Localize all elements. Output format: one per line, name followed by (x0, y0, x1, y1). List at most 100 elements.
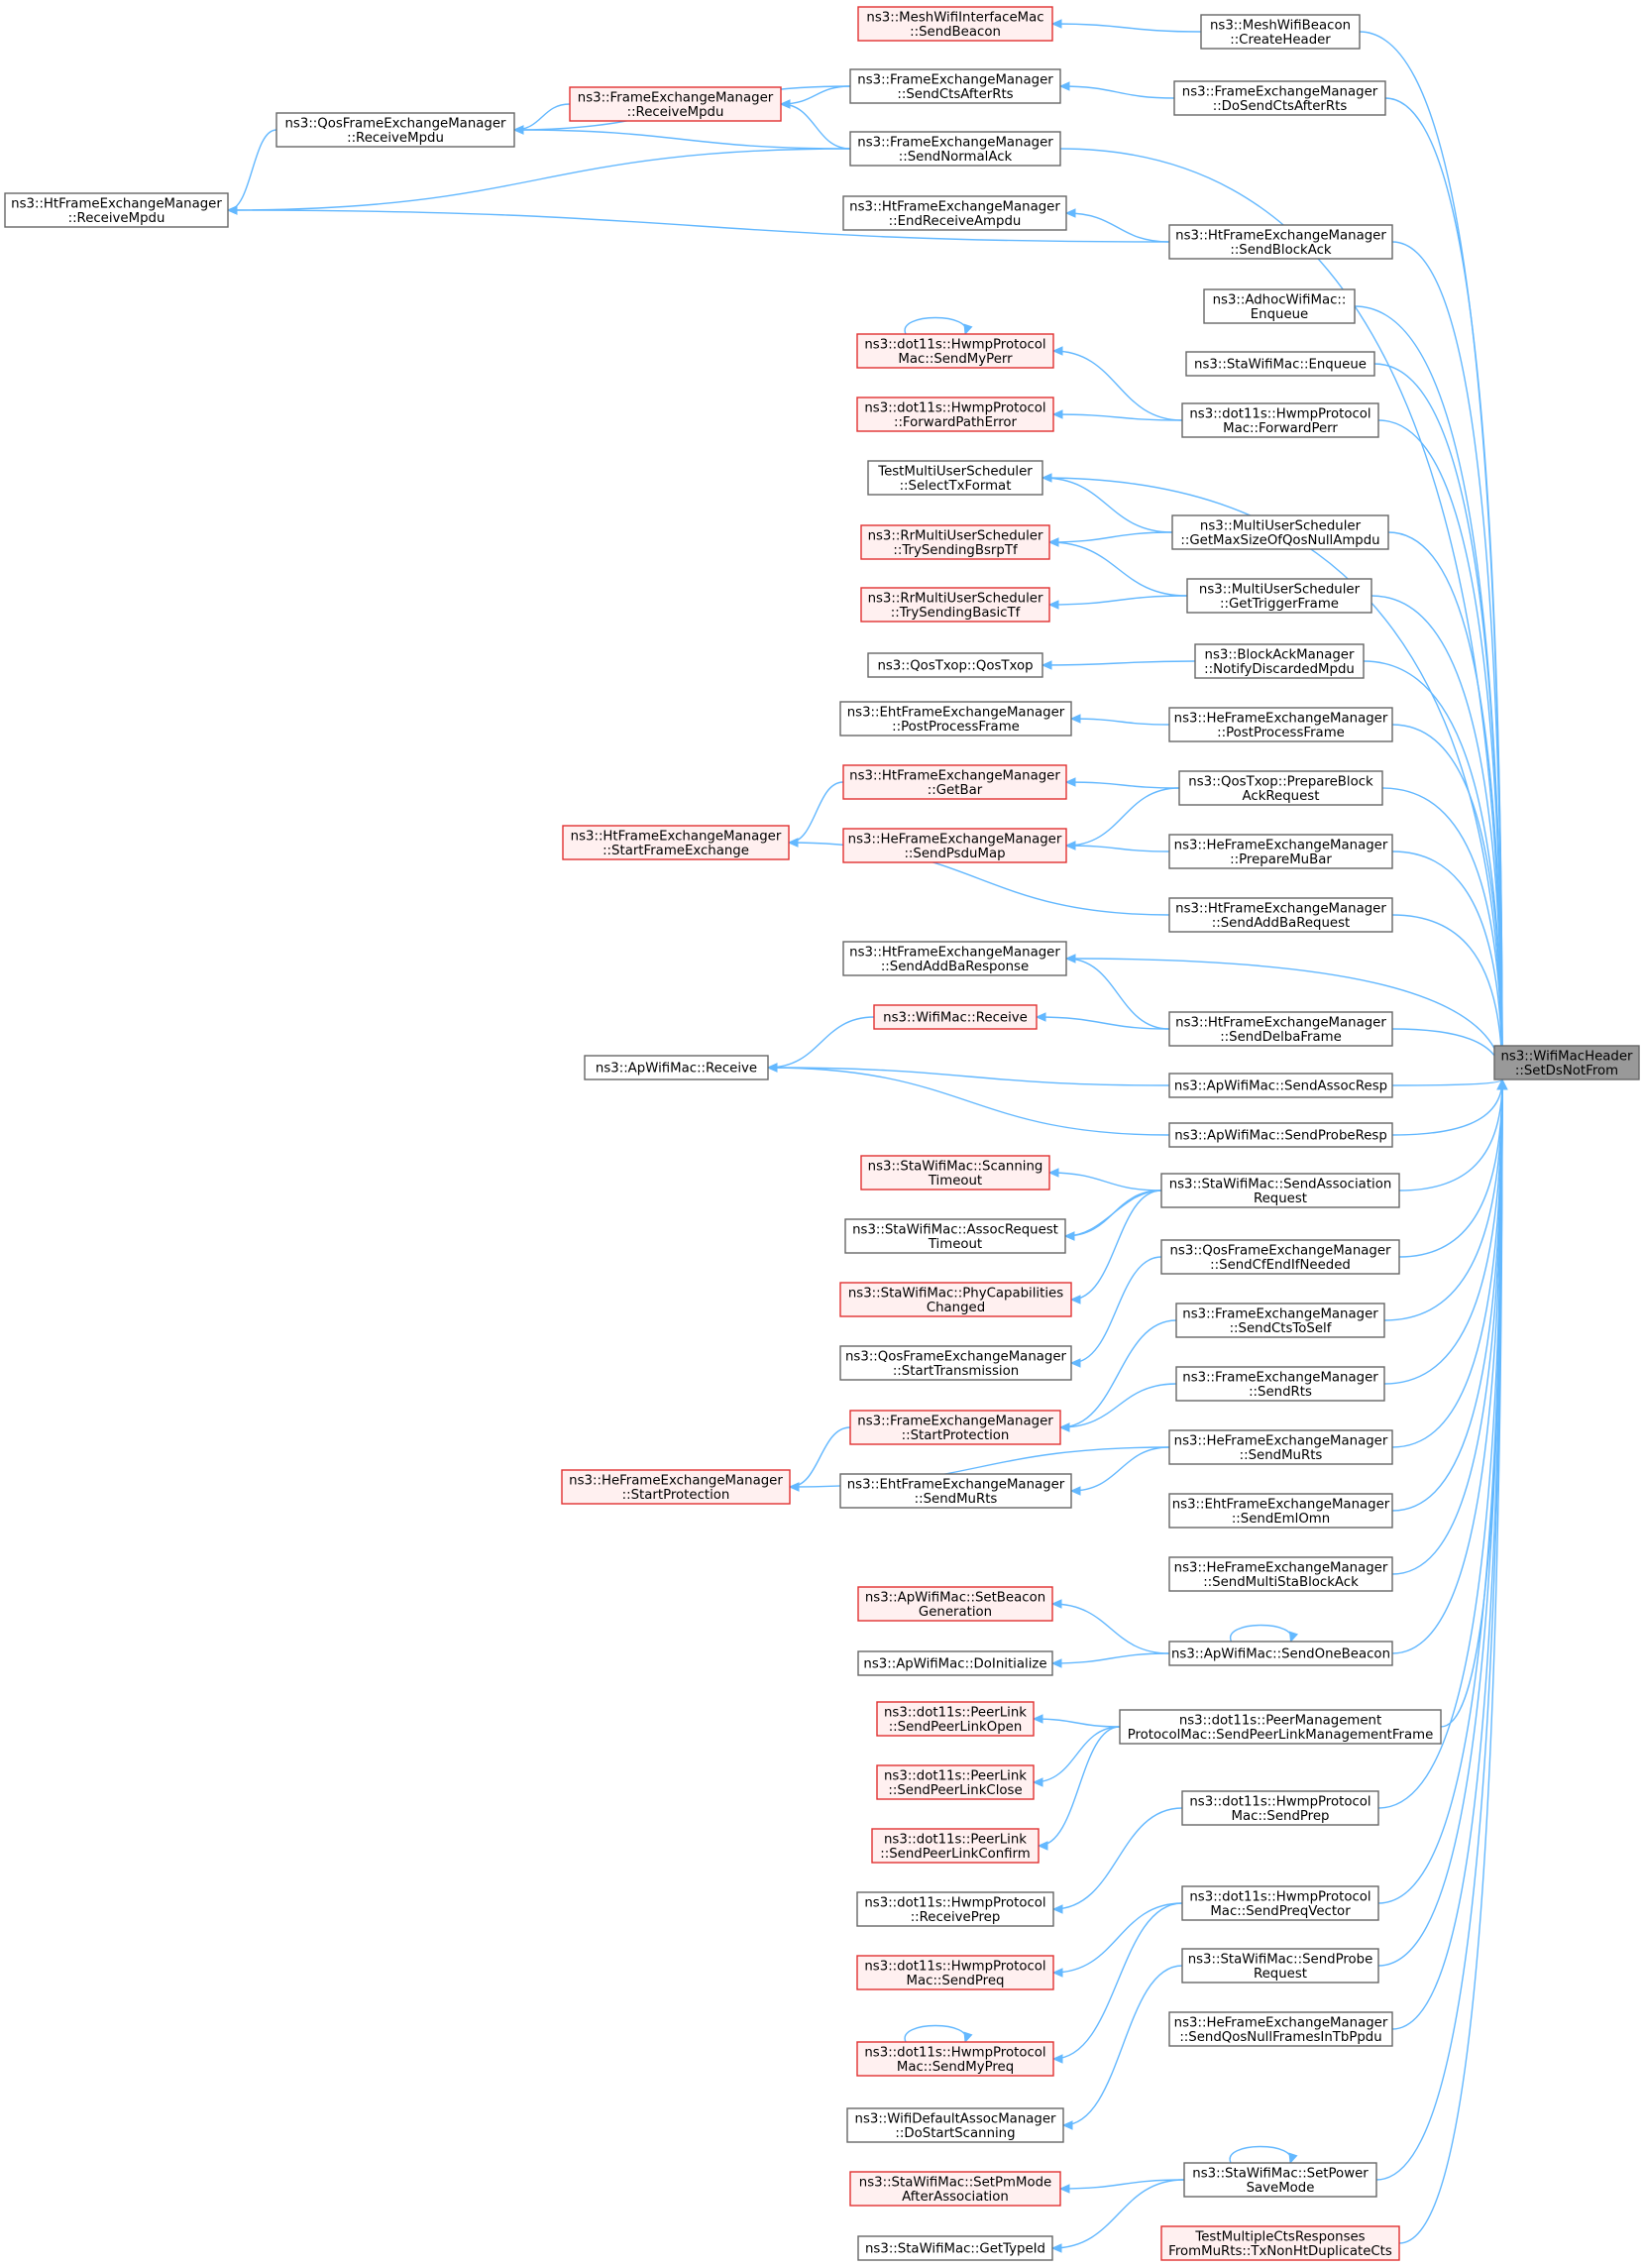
graph-node-htfem-getbar[interactable]: ns3::HtFrameExchangeManager::GetBar (842, 764, 1067, 800)
root-arrowhead (1496, 1077, 1508, 1090)
graph-node-hwmp-receiveprep[interactable]: ns3::dot11s::HwmpProtocol::ReceivePrep (856, 1891, 1054, 1927)
node-label: ns3::HeFrameExchangeManager (1174, 1433, 1388, 1448)
graph-node-htfem-sendblockack[interactable]: ns3::HtFrameExchangeManager::SendBlockAc… (1168, 224, 1393, 260)
graph-node-adhoc-enqueue[interactable]: ns3::AdhocWifiMac::Enqueue (1203, 288, 1356, 324)
edge-hwmp-sendmyperr-to-hwmp-fwdperr-arrowhead (1051, 346, 1063, 356)
graph-node-root[interactable]: ns3::WifiMacHeader::SetDsNotFrom (1493, 1045, 1640, 1080)
graph-node-pl-open[interactable]: ns3::dot11s::PeerLink::SendPeerLinkOpen (876, 1701, 1035, 1737)
node-label: ::GetMaxSizeOfQosNullAmpdu (1180, 533, 1379, 548)
graph-node-sta-gettypeid[interactable]: ns3::StaWifiMac::GetTypeId (857, 2235, 1053, 2261)
graph-node-fem-sendrts[interactable]: ns3::FrameExchangeManager::SendRts (1175, 1366, 1385, 1402)
node-label: ::SendPeerLinkClose (888, 1783, 1022, 1798)
graph-node-htfem-sendaddbaresp[interactable]: ns3::HtFrameExchangeManager::SendAddBaRe… (842, 941, 1067, 976)
graph-node-ehtfem-sendmurts[interactable]: ns3::EhtFrameExchangeManager::SendMuRts (839, 1473, 1072, 1509)
graph-node-hwmp-fwdpatherr[interactable]: ns3::dot11s::HwmpProtocol::ForwardPathEr… (856, 397, 1054, 432)
node-label: ::CreateHeader (1230, 33, 1331, 48)
graph-node-pl-confirm[interactable]: ns3::dot11s::PeerLink::SendPeerLinkConfi… (871, 1828, 1040, 1864)
edge-sta-setpowersave-to-sta-setpowersave (1229, 2145, 1292, 2164)
graph-node-ehtfem-sendemlomn[interactable]: ns3::EhtFrameExchangeManager::SendEmlOmn (1168, 1493, 1393, 1529)
edge-htfem-sendaddbaresp-to-root (1065, 958, 1503, 1080)
graph-node-qostxop-qostxop[interactable]: ns3::QosTxop::QosTxop (867, 652, 1043, 678)
graph-node-wdam-dostartscan[interactable]: ns3::WifiDefaultAssocManager::DoStartSca… (846, 2107, 1064, 2143)
graph-node-sta-setpmmode[interactable]: ns3::StaWifiMac::SetPmModeAfterAssociati… (849, 2171, 1061, 2207)
graph-node-qosfem-sendcfend[interactable]: ns3::QosFrameExchangeManager::SendCfEndI… (1160, 1239, 1400, 1275)
edge-htfem-sendaddbaresp-to-htfem-senddelba-arrowhead (1064, 954, 1076, 964)
graph-node-mus-getmaxsize[interactable]: ns3::MultiUserScheduler::GetMaxSizeOfQos… (1171, 514, 1389, 550)
graph-node-test-txnonht[interactable]: TestMultipleCtsResponsesFromMuRts::TxNon… (1160, 2225, 1400, 2261)
node-label: ns3::QosTxop::PrepareBlock (1188, 774, 1373, 789)
graph-node-fem-receivempdu[interactable]: ns3::FrameExchangeManager::ReceiveMpdu (569, 86, 782, 122)
edge-qostxop-prepare-to-root (1381, 787, 1503, 1080)
node-label: ::SelectTxFormat (900, 479, 1012, 494)
node-label: ns3::WifiMac::Receive (883, 1011, 1028, 1026)
graph-node-ap-sendassocresp[interactable]: ns3::ApWifiMac::SendAssocResp (1168, 1073, 1393, 1098)
graph-node-rr-bsrp[interactable]: ns3::RrMultiUserScheduler::TrySendingBsr… (860, 524, 1050, 560)
graph-node-mwim-sendbeacon[interactable]: ns3::MeshWifiInterfaceMac::SendBeacon (857, 6, 1053, 42)
graph-node-hefem-sendmurts[interactable]: ns3::HeFrameExchangeManager::SendMuRts (1168, 1429, 1393, 1465)
edge-pl-close-to-peermgmt-send-arrowhead (1032, 1777, 1043, 1787)
graph-node-hefem-preparemubar[interactable]: ns3::HeFrameExchangeManager::PrepareMuBa… (1168, 834, 1393, 869)
graph-node-ehtfem-postprocess[interactable]: ns3::EhtFrameExchangeManager::PostProces… (839, 701, 1072, 737)
graph-node-fem-sendcts[interactable]: ns3::FrameExchangeManager::SendCtsAfterR… (849, 68, 1061, 104)
edge-rr-bsrp-to-mus-gettrigger (1048, 541, 1188, 597)
node-label: ns3::HtFrameExchangeManager (1175, 901, 1386, 916)
graph-node-fem-dosendcts[interactable]: ns3::FrameExchangeManager::DoSendCtsAfte… (1173, 80, 1386, 116)
graph-node-peermgmt-send[interactable]: ns3::dot11s::PeerManagementProtocolMac::… (1119, 1709, 1442, 1745)
node-label: ns3::HeFrameExchangeManager (1174, 711, 1388, 726)
edge-qosfem-receivempdu-to-fem-receivempdu-arrowhead (512, 125, 524, 135)
graph-node-hwmp-fwdperr[interactable]: ns3::dot11s::HwmpProtocolMac::ForwardPer… (1181, 402, 1379, 438)
node-label: ns3::dot11s::HwmpProtocol (864, 2045, 1045, 2060)
graph-node-mwb-create[interactable]: ns3::MeshWifiBeacon::CreateHeader (1200, 14, 1361, 50)
node-label: ns3::WifiDefaultAssocManager (855, 2111, 1056, 2126)
graph-node-htfem-startframe[interactable]: ns3::HtFrameExchangeManager::StartFrameE… (562, 825, 790, 860)
graph-node-qosfem-starttx[interactable]: ns3::QosFrameExchangeManager::StartTrans… (839, 1345, 1072, 1381)
graph-node-fem-sendctstoself[interactable]: ns3::FrameExchangeManager::SendCtsToSelf (1175, 1303, 1385, 1338)
graph-node-htfem-endreceive[interactable]: ns3::HtFrameExchangeManager::EndReceiveA… (842, 195, 1067, 231)
graph-node-qosfem-receivempdu[interactable]: ns3::QosFrameExchangeManager::ReceiveMpd… (275, 112, 515, 148)
node-label: ::GetBar (928, 783, 983, 798)
graph-node-ap-sendonebeacon[interactable]: ns3::ApWifiMac::SendOneBeacon (1168, 1641, 1393, 1666)
graph-node-fem-startprot[interactable]: ns3::FrameExchangeManager::StartProtecti… (849, 1410, 1061, 1445)
edge-wdam-dostartscan-to-sta-sendprobereq (1062, 1965, 1183, 2126)
edge-mus-gettrigger-to-root (1370, 595, 1503, 1080)
graph-node-mus-gettrigger[interactable]: ns3::MultiUserScheduler::GetTriggerFrame (1186, 578, 1372, 614)
graph-node-htfem-senddelba[interactable]: ns3::HtFrameExchangeManager::SendDelbaFr… (1168, 1011, 1393, 1047)
graph-node-rr-basic[interactable]: ns3::RrMultiUserScheduler::TrySendingBas… (860, 587, 1050, 623)
graph-node-hefem-startprot[interactable]: ns3::HeFrameExchangeManager::StartProtec… (561, 1469, 791, 1505)
graph-node-htfem-sendaddbareq[interactable]: ns3::HtFrameExchangeManager::SendAddBaRe… (1168, 897, 1393, 933)
node-label: ::DoSendCtsAfterRts (1213, 99, 1348, 114)
graph-node-ap-receive[interactable]: ns3::ApWifiMac::Receive (584, 1055, 769, 1080)
graph-node-wifimac-receive[interactable]: ns3::WifiMac::Receive (873, 1004, 1038, 1030)
graph-node-pl-close[interactable]: ns3::dot11s::PeerLink::SendPeerLinkClose (876, 1764, 1035, 1800)
graph-node-htfem-receivempdu[interactable]: ns3::HtFrameExchangeManager::ReceiveMpdu (4, 192, 229, 228)
graph-node-bam-notify[interactable]: ns3::BlockAckManager::NotifyDiscardedMpd… (1194, 643, 1365, 679)
graph-node-test-selecttx[interactable]: TestMultiUserScheduler::SelectTxFormat (867, 460, 1043, 496)
node-label: ns3::AdhocWifiMac:: (1213, 292, 1347, 307)
graph-node-hefem-sendqosnull[interactable]: ns3::HeFrameExchangeManager::SendQosNull… (1168, 2011, 1393, 2047)
graph-node-hefem-sendmultista[interactable]: ns3::HeFrameExchangeManager::SendMultiSt… (1168, 1556, 1393, 1592)
node-label: ::TrySendingBsrpTf (893, 543, 1018, 558)
graph-node-hefem-postprocess[interactable]: ns3::HeFrameExchangeManager::PostProcess… (1168, 707, 1393, 742)
graph-node-hefem-sendpsdumap[interactable]: ns3::HeFrameExchangeManager::SendPsduMap (842, 828, 1067, 863)
node-label: ::ReceivePrep (911, 1910, 1001, 1925)
graph-node-hwmp-sendpreqvector[interactable]: ns3::dot11s::HwmpProtocolMac::SendPreqVe… (1181, 1885, 1379, 1921)
edge-ehtfem-sendmurts-to-hefem-sendmurts (1070, 1446, 1170, 1492)
graph-node-ap-doinit[interactable]: ns3::ApWifiMac::DoInitialize (857, 1650, 1053, 1676)
graph-node-fem-sendnormalack[interactable]: ns3::FrameExchangeManager::SendNormalAck (849, 131, 1061, 167)
node-label: ns3::EhtFrameExchangeManager (847, 1477, 1065, 1492)
graph-node-ap-sendproberesp[interactable]: ns3::ApWifiMac::SendProbeResp (1168, 1122, 1393, 1148)
node-label: ns3::BlockAckManager (1205, 647, 1355, 662)
graph-node-sta-enqueue[interactable]: ns3::StaWifiMac::Enqueue (1185, 351, 1375, 377)
